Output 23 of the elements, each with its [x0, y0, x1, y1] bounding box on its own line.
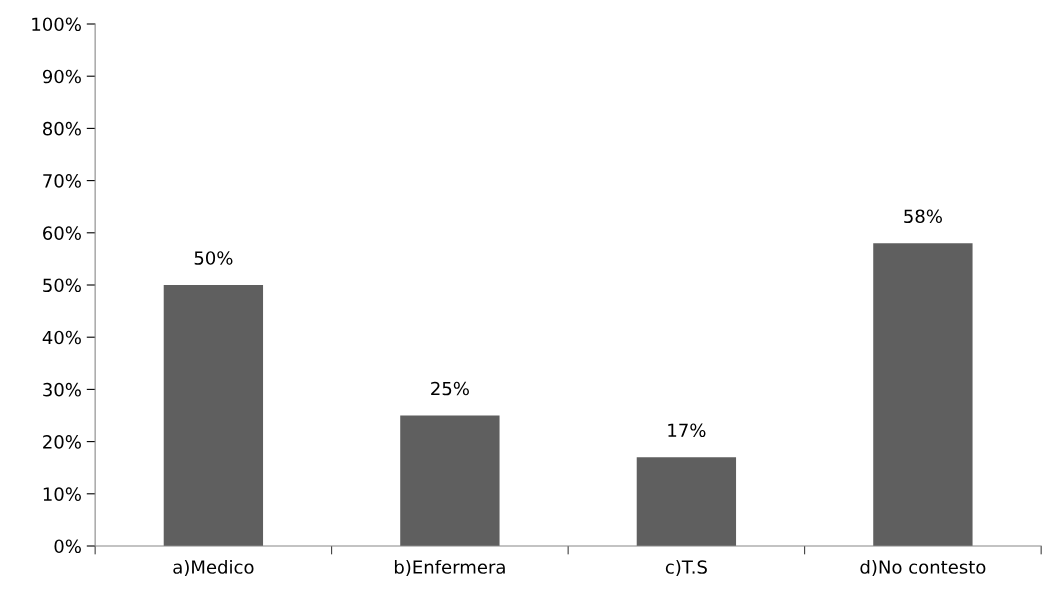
x-tick-label: a)Medico	[173, 559, 254, 576]
bar	[636, 457, 737, 546]
y-tick-label: 60%	[43, 226, 81, 240]
y-tick-label: 80%	[43, 121, 81, 136]
bar	[873, 243, 973, 546]
data-label: 58%	[904, 209, 942, 224]
y-tick-label: 20%	[43, 435, 81, 449]
x-tick-label: d)No contesto	[860, 559, 986, 576]
y-tick-label: 90%	[42, 69, 81, 84]
x-tick-label: c)T.S	[665, 559, 707, 576]
bar	[400, 415, 500, 546]
data-label: 17%	[668, 423, 706, 438]
y-tick-label: 70%	[43, 174, 81, 188]
y-tick-label: 10%	[43, 487, 81, 501]
data-label: 50%	[194, 251, 233, 265]
x-tick-label: b)Enfermera	[394, 559, 505, 576]
y-tick-label: 100%	[32, 17, 81, 32]
bar	[163, 285, 264, 546]
y-tick-label: 50%	[43, 278, 81, 293]
y-tick-label: 0%	[54, 539, 81, 554]
y-tick-label: 40%	[42, 330, 81, 345]
data-label: 25%	[431, 381, 469, 396]
y-tick-label: 30%	[43, 382, 81, 397]
